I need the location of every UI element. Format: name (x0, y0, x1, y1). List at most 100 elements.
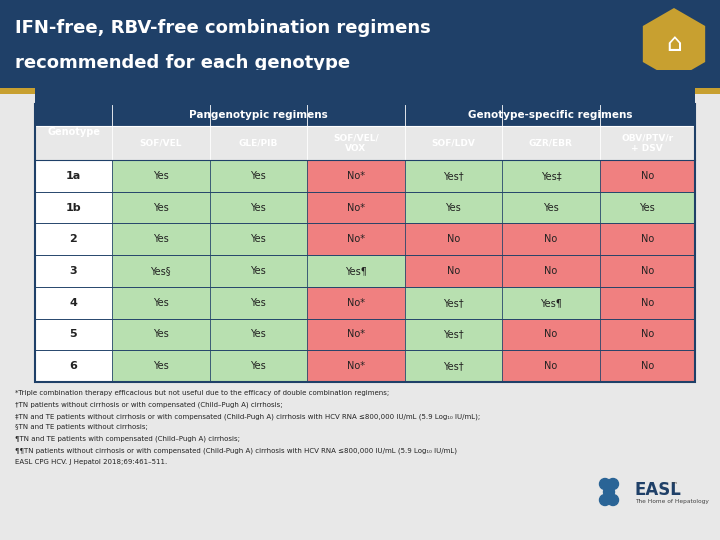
Text: Yes: Yes (153, 298, 168, 308)
Text: No*: No* (347, 202, 365, 213)
FancyBboxPatch shape (210, 255, 307, 287)
Text: Yes: Yes (639, 202, 655, 213)
Text: Yes¶: Yes¶ (345, 266, 366, 276)
Text: 6: 6 (70, 361, 78, 371)
Text: ¶¶TN patients without cirrhosis or with compensated (Child-Pugh A) cirrhosis wit: ¶¶TN patients without cirrhosis or with … (15, 448, 457, 454)
Text: No: No (544, 234, 557, 244)
FancyBboxPatch shape (35, 319, 112, 350)
Text: No*: No* (347, 298, 365, 308)
FancyBboxPatch shape (35, 255, 112, 287)
Text: No: No (544, 361, 557, 371)
FancyBboxPatch shape (35, 192, 112, 224)
Text: Yes‡: Yes‡ (541, 171, 561, 181)
Text: IFN-free, RBV-free combination regimens: IFN-free, RBV-free combination regimens (15, 19, 431, 37)
Text: Yes†: Yes† (443, 298, 464, 308)
Text: Yes: Yes (251, 234, 266, 244)
Text: Yes: Yes (153, 361, 168, 371)
FancyBboxPatch shape (307, 160, 405, 192)
Text: No: No (544, 329, 557, 340)
Text: GZR/EBR: GZR/EBR (529, 138, 573, 147)
FancyBboxPatch shape (112, 287, 210, 319)
FancyBboxPatch shape (112, 319, 210, 350)
Text: 2: 2 (70, 234, 77, 244)
FancyBboxPatch shape (405, 224, 502, 255)
Text: Yes¶: Yes¶ (540, 298, 562, 308)
Text: Yes: Yes (153, 329, 168, 340)
Text: Yes: Yes (251, 329, 266, 340)
Polygon shape (643, 8, 705, 80)
Text: GLE/PIB: GLE/PIB (238, 138, 278, 147)
Text: No: No (641, 266, 654, 276)
FancyBboxPatch shape (210, 192, 307, 224)
Text: EASL: EASL (635, 481, 682, 499)
FancyBboxPatch shape (600, 287, 695, 319)
FancyBboxPatch shape (405, 255, 502, 287)
FancyBboxPatch shape (502, 350, 600, 382)
Text: No: No (641, 171, 654, 181)
FancyBboxPatch shape (112, 350, 210, 382)
FancyBboxPatch shape (0, 88, 720, 94)
FancyBboxPatch shape (210, 350, 307, 382)
Circle shape (600, 495, 611, 505)
FancyBboxPatch shape (502, 255, 600, 287)
Text: SOF/VEL/
VOX: SOF/VEL/ VOX (333, 133, 379, 153)
Text: Yes†: Yes† (443, 171, 464, 181)
Text: Pangenotypic regimens: Pangenotypic regimens (189, 110, 328, 120)
Text: No*: No* (347, 234, 365, 244)
FancyBboxPatch shape (35, 350, 112, 382)
Text: 3: 3 (70, 266, 77, 276)
Circle shape (608, 495, 618, 505)
Text: Yes: Yes (153, 202, 168, 213)
FancyBboxPatch shape (35, 70, 695, 126)
Text: Genotype-specific regimens: Genotype-specific regimens (467, 110, 632, 120)
Text: Yes: Yes (251, 298, 266, 308)
FancyBboxPatch shape (502, 224, 600, 255)
Text: Yes: Yes (543, 202, 559, 213)
FancyBboxPatch shape (35, 160, 112, 192)
Text: Yes: Yes (251, 202, 266, 213)
Text: Yes: Yes (446, 202, 462, 213)
Text: The Home of Hepatology: The Home of Hepatology (635, 500, 709, 504)
FancyBboxPatch shape (210, 319, 307, 350)
Text: §TN and TE patients without cirrhosis;: §TN and TE patients without cirrhosis; (15, 424, 148, 430)
Text: Yes: Yes (153, 171, 168, 181)
Text: Yes: Yes (251, 266, 266, 276)
Text: No*: No* (347, 361, 365, 371)
Text: No*: No* (347, 171, 365, 181)
FancyBboxPatch shape (502, 160, 600, 192)
Text: No: No (641, 361, 654, 371)
Text: ¶TN and TE patients with compensated (Child–Pugh A) cirrhosis;: ¶TN and TE patients with compensated (Ch… (15, 436, 240, 442)
FancyBboxPatch shape (600, 255, 695, 287)
Circle shape (600, 478, 611, 489)
Text: 5: 5 (70, 329, 77, 340)
FancyBboxPatch shape (0, 0, 720, 88)
FancyBboxPatch shape (405, 350, 502, 382)
Text: ⌂: ⌂ (666, 32, 682, 56)
FancyBboxPatch shape (112, 255, 210, 287)
FancyBboxPatch shape (112, 224, 210, 255)
Text: ‡TN and TE patients without cirrhosis or with compensated (Child-Pugh A) cirrhos: ‡TN and TE patients without cirrhosis or… (15, 413, 480, 420)
Text: Yes: Yes (251, 361, 266, 371)
Text: OBV/PTV/r
+ DSV: OBV/PTV/r + DSV (621, 133, 673, 153)
Circle shape (608, 478, 618, 489)
Text: EASL CPG HCV. J Hepatol 2018;69:461–511.: EASL CPG HCV. J Hepatol 2018;69:461–511. (15, 459, 167, 465)
FancyBboxPatch shape (307, 255, 405, 287)
FancyBboxPatch shape (502, 287, 600, 319)
Text: *Triple combination therapy efficacious but not useful due to the efficacy of do: *Triple combination therapy efficacious … (15, 390, 390, 396)
FancyBboxPatch shape (307, 192, 405, 224)
FancyBboxPatch shape (307, 224, 405, 255)
Text: No: No (641, 234, 654, 244)
Text: 1a: 1a (66, 171, 81, 181)
Text: No: No (446, 266, 460, 276)
FancyBboxPatch shape (35, 287, 112, 319)
Text: ™: ™ (671, 481, 678, 487)
FancyBboxPatch shape (600, 160, 695, 192)
Text: Yes§: Yes§ (150, 266, 171, 276)
Text: No*: No* (347, 329, 365, 340)
Text: recommended for each genotype: recommended for each genotype (15, 55, 350, 72)
FancyBboxPatch shape (405, 192, 502, 224)
FancyBboxPatch shape (307, 287, 405, 319)
Text: Yes: Yes (251, 171, 266, 181)
FancyBboxPatch shape (600, 319, 695, 350)
FancyBboxPatch shape (35, 224, 112, 255)
